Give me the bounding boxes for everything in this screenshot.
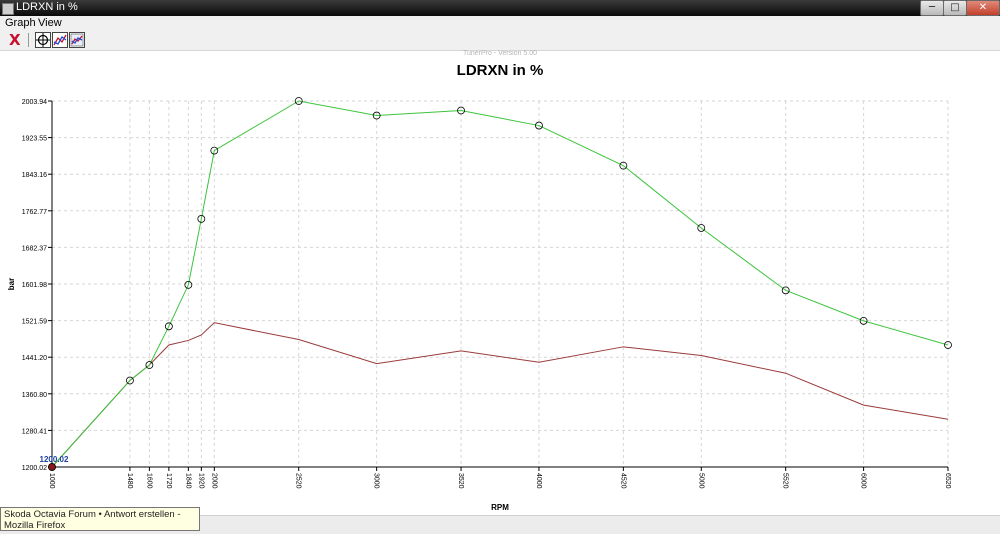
y-tick-label: 1843.16 <box>22 172 47 179</box>
x-tick-label: 1920 <box>197 473 204 489</box>
close-window-button[interactable]: ✕ <box>966 0 1000 16</box>
selected-point-label: 1200.02 <box>40 455 69 464</box>
y-tick-label: 1923.55 <box>22 136 47 143</box>
series-1-point <box>697 224 706 232</box>
graph-overlay-button[interactable] <box>69 32 85 48</box>
menu-view[interactable]: View <box>38 17 62 29</box>
graph-overlay-icon <box>70 33 84 47</box>
app-icon <box>2 3 14 15</box>
taskbar <box>0 515 1000 534</box>
chart-area: TunerPro - Version 5.00 LDRXN in % 1200.02… <box>0 50 1000 515</box>
series-1-point <box>145 361 154 369</box>
y-tick-label: 1682.37 <box>22 245 47 252</box>
series-1-point <box>197 214 206 223</box>
close-graph-button[interactable]: X <box>9 31 21 49</box>
y-tick-label: 1200.02 <box>22 465 47 472</box>
graph-tool-button[interactable] <box>52 32 68 48</box>
series-1-point <box>294 97 303 105</box>
x-tick-label: 6520 <box>944 473 951 489</box>
chart-subtitle: TunerPro - Version 5.00 <box>463 50 537 57</box>
window-title-bar: LDRXN in % ─ □ ✕ <box>0 0 1000 16</box>
x-tick-label: 5520 <box>782 473 789 489</box>
series-1-point <box>372 111 381 120</box>
series-1-point <box>210 146 219 155</box>
x-tick-label: 6000 <box>860 473 867 489</box>
toolbar-separator <box>28 33 29 47</box>
y-tick-label: 1521.59 <box>22 319 47 326</box>
x-tick-label: 4520 <box>619 473 626 489</box>
graph-lines-icon <box>53 34 67 46</box>
y-tick-label: 1280.41 <box>22 428 47 435</box>
taskbar-tooltip: Skoda Octavia Forum • Antwort erstellen … <box>0 507 200 531</box>
x-tick-label: 1720 <box>165 473 172 489</box>
series-1-point <box>619 161 628 170</box>
series-1-point <box>184 281 193 289</box>
x-tick-label: 3000 <box>373 473 380 489</box>
series-1-point <box>944 341 952 349</box>
x-axis-label: RPM <box>491 503 509 512</box>
x-tick-label: 2000 <box>210 473 217 489</box>
selected-point-marker <box>48 463 56 471</box>
y-tick-label: 2003.94 <box>22 99 47 106</box>
x-tick-label: 2520 <box>295 473 302 489</box>
window-title: LDRXN in % <box>16 1 78 13</box>
menu-bar: Graph View <box>0 16 1000 30</box>
x-tick-label: 3520 <box>457 473 464 489</box>
x-tick-label: 1600 <box>145 473 152 489</box>
crosshair-icon <box>36 33 50 47</box>
series-2-line <box>51 322 949 468</box>
line-chart: TunerPro - Version 5.00 LDRXN in % 1200.02… <box>7 50 952 512</box>
chart-title: LDRXN in % <box>457 62 544 79</box>
y-tick-label: 1441.20 <box>22 355 47 362</box>
series-1-point <box>164 322 173 331</box>
minimize-button[interactable]: ─ <box>920 0 944 16</box>
series-1-point <box>126 376 134 385</box>
x-tick-label: 1000 <box>48 473 55 489</box>
maximize-button[interactable]: □ <box>943 0 967 16</box>
menu-graph[interactable]: Graph <box>5 17 36 29</box>
series-1-point <box>781 286 790 295</box>
y-tick-label: 1762.77 <box>22 209 47 216</box>
x-tick-label: 1840 <box>184 473 191 489</box>
x-tick-label: 4000 <box>535 473 542 489</box>
series-1-line <box>51 100 949 468</box>
y-tick-label: 1601.98 <box>22 282 47 289</box>
series-1-point <box>859 316 868 325</box>
crosshair-tool-button[interactable] <box>35 32 51 48</box>
series-1-point <box>535 121 543 130</box>
x-tick-label: 5000 <box>697 473 704 489</box>
series-1-point <box>457 106 465 115</box>
y-tick-label: 1360.80 <box>22 392 47 399</box>
x-tick-label: 1480 <box>126 473 133 489</box>
toolbar: X <box>0 30 1000 51</box>
y-axis-label: bar <box>7 278 16 290</box>
